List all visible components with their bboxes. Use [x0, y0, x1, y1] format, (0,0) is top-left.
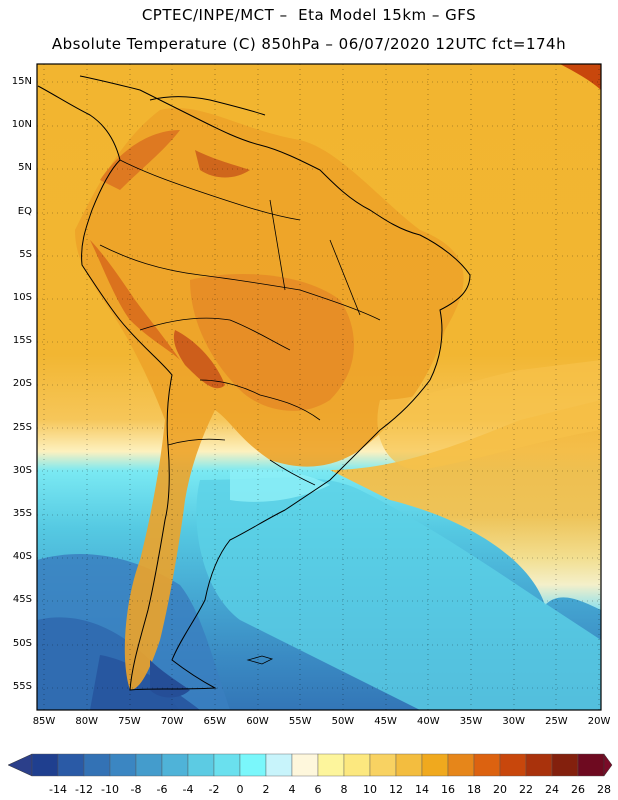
- lat-label: EQ: [17, 205, 32, 217]
- colorbar-segment: [83, 753, 111, 777]
- lon-label: 20W: [587, 716, 611, 727]
- colorbar-label: 10: [363, 783, 377, 796]
- colorbar-label: -2: [208, 783, 220, 796]
- lon-label: 55W: [288, 716, 312, 727]
- lon-label: 50W: [331, 716, 355, 727]
- lat-lon-grid: [37, 64, 601, 710]
- lat-label: 20S: [12, 378, 32, 390]
- lat-label: 30S: [12, 464, 32, 476]
- colorbar-label: 16: [441, 783, 455, 796]
- colorbar-label: 4: [288, 783, 296, 796]
- map-title-line2: Absolute Temperature (C) 850hPa – 06/07/…: [51, 35, 567, 53]
- colorbar-segment: [317, 753, 345, 777]
- lat-label: 35S: [12, 508, 32, 519]
- lat-label: 45S: [12, 594, 32, 606]
- colorbar: [7, 753, 613, 777]
- colorbar-label: -6: [156, 783, 168, 796]
- colorbar-segment: [109, 753, 137, 777]
- colorbar-segment: [421, 753, 449, 777]
- colorbar-segment: [473, 753, 501, 777]
- lat-label: 5N: [18, 162, 32, 174]
- colorbar-label: 6: [314, 783, 322, 796]
- colorbar-segment: [525, 753, 553, 777]
- colorbar-label: 24: [545, 783, 559, 796]
- colorbar-label: 2: [262, 783, 270, 796]
- lat-label: 10S: [12, 292, 32, 303]
- colorbar-segment: [577, 753, 605, 777]
- colorbar-segment: [343, 753, 371, 777]
- colorbar-segment: [395, 753, 423, 777]
- colorbar-label: -10: [101, 783, 119, 796]
- lat-label: 25S: [12, 421, 32, 433]
- colorbar-segment: [161, 753, 189, 777]
- lon-label: 65W: [203, 716, 227, 727]
- lon-label: 80W: [75, 716, 98, 727]
- colorbar-label: 20: [493, 783, 507, 796]
- colorbar-segment: [213, 753, 241, 777]
- falkland-islands: [246, 655, 274, 665]
- lon-label: 70W: [160, 716, 184, 727]
- lon-label: 85W: [32, 716, 56, 727]
- map-title-line1: CPTEC/INPE/MCT – Eta Model 15km – GFS: [141, 6, 477, 24]
- colorbar-segment: [135, 753, 163, 777]
- colorbar-label: 0: [236, 783, 244, 796]
- lat-label: 5S: [19, 248, 32, 260]
- colorbar-label: 8: [340, 783, 348, 796]
- map-frame: [36, 63, 602, 711]
- lat-label: 15S: [12, 335, 32, 347]
- colorbar-label: 28: [597, 783, 611, 796]
- colorbar-segment: [57, 753, 85, 777]
- colorbar-label: -8: [130, 783, 142, 796]
- colorbar-segment: [239, 753, 267, 777]
- colorbar-segment: [447, 753, 475, 777]
- lon-label: 60W: [246, 716, 269, 727]
- colorbar-label: 26: [571, 783, 585, 796]
- lat-label: 15N: [11, 76, 32, 87]
- colorbar-label: -12: [75, 783, 93, 796]
- lat-label: 55S: [12, 680, 32, 692]
- colorbar-label: 12: [389, 783, 403, 796]
- lat-label: 10N: [11, 119, 32, 131]
- map-fields: [37, 64, 601, 710]
- lon-label: 75W: [118, 716, 141, 727]
- country-borders: [99, 159, 381, 486]
- colorbar-segment: [265, 753, 293, 777]
- colorbar-label: -4: [182, 783, 194, 796]
- lon-label: 30W: [502, 716, 525, 727]
- lon-label: 45W: [374, 716, 397, 727]
- colorbar-label: 18: [467, 783, 481, 796]
- colorbar-segment: [31, 753, 59, 777]
- colorbar-label: 14: [415, 783, 429, 796]
- colorbar-segment: [369, 753, 397, 777]
- colorbar-segment: [291, 753, 319, 777]
- lat-label: 50S: [12, 637, 32, 649]
- lon-label: 25W: [545, 716, 568, 727]
- colorbar-left-arrow: [7, 753, 33, 777]
- lon-label: 35W: [459, 716, 483, 727]
- colorbar-segment: [551, 753, 579, 777]
- lon-label: 40W: [416, 716, 440, 727]
- colorbar-right-arrow: [603, 753, 613, 777]
- colorbar-segment: [187, 753, 215, 777]
- colorbar-label: 22: [519, 783, 533, 796]
- coastline: [37, 75, 471, 691]
- colorbar-segment: [499, 753, 527, 777]
- lat-label: 40S: [12, 551, 32, 563]
- colorbar-label: -14: [49, 783, 67, 796]
